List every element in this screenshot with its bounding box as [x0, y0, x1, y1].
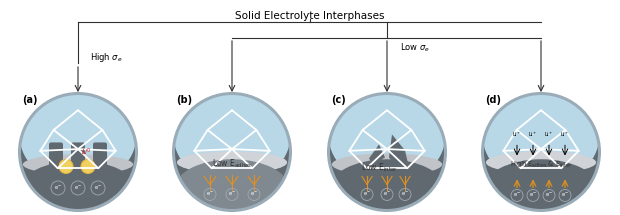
- Ellipse shape: [483, 159, 599, 215]
- Ellipse shape: [23, 154, 133, 175]
- Ellipse shape: [486, 151, 596, 174]
- Ellipse shape: [177, 151, 287, 174]
- Ellipse shape: [20, 161, 136, 215]
- Text: (d): (d): [485, 95, 501, 105]
- Text: Li$^{\mathrm{0}}$: Li$^{\mathrm{0}}$: [81, 147, 91, 158]
- Circle shape: [174, 94, 290, 210]
- Circle shape: [481, 92, 601, 212]
- Circle shape: [172, 92, 292, 212]
- Text: e$^{-}$: e$^{-}$: [363, 190, 371, 198]
- Text: e$^{-}$: e$^{-}$: [383, 190, 391, 198]
- Circle shape: [483, 94, 599, 210]
- Circle shape: [174, 94, 290, 210]
- Circle shape: [483, 94, 599, 210]
- Text: Low E$_{\mathrm{adhes}}$: Low E$_{\mathrm{adhes}}$: [212, 157, 252, 170]
- Text: Li$^{+}$: Li$^{+}$: [544, 131, 554, 140]
- Text: e$^{-}$: e$^{-}$: [228, 190, 236, 198]
- FancyBboxPatch shape: [71, 143, 85, 166]
- Text: Low $\sigma_{e}$: Low $\sigma_{e}$: [400, 42, 430, 54]
- Text: Li$^{+}$: Li$^{+}$: [512, 131, 521, 140]
- Circle shape: [59, 160, 73, 174]
- Text: (a): (a): [22, 95, 37, 105]
- Text: (b): (b): [176, 95, 192, 105]
- Text: e$^{-}$: e$^{-}$: [94, 184, 102, 192]
- Text: (c): (c): [331, 95, 346, 105]
- Circle shape: [327, 92, 447, 212]
- Circle shape: [20, 94, 136, 210]
- Text: e$^{-}$: e$^{-}$: [250, 190, 258, 198]
- Text: e$^{-}$: e$^{-}$: [206, 190, 214, 198]
- Polygon shape: [369, 144, 385, 164]
- Ellipse shape: [329, 91, 445, 184]
- Circle shape: [329, 94, 445, 210]
- Text: High E$_{\mathrm{adhes}}$ & E$_{\mathrm{inter}}$: High E$_{\mathrm{adhes}}$ & E$_{\mathrm{…: [510, 159, 572, 170]
- Ellipse shape: [20, 91, 136, 184]
- Circle shape: [18, 92, 138, 212]
- Text: Li$^{+}$: Li$^{+}$: [560, 131, 570, 140]
- Ellipse shape: [174, 91, 290, 184]
- Text: Low E$_{\mathrm{inter}}$: Low E$_{\mathrm{inter}}$: [360, 161, 397, 174]
- FancyBboxPatch shape: [93, 143, 107, 166]
- Text: Solid Electrolyte Interphases: Solid Electrolyte Interphases: [235, 11, 385, 21]
- Circle shape: [329, 94, 445, 210]
- Ellipse shape: [483, 91, 599, 184]
- Ellipse shape: [174, 159, 290, 215]
- Ellipse shape: [332, 154, 442, 175]
- Text: e$^{-}$: e$^{-}$: [529, 192, 537, 199]
- Text: e$^{-}$: e$^{-}$: [54, 184, 62, 192]
- Circle shape: [20, 94, 136, 210]
- Circle shape: [81, 160, 95, 174]
- Text: High $\sigma_{e}$: High $\sigma_{e}$: [90, 52, 123, 64]
- Text: e$^{-}$: e$^{-}$: [74, 184, 82, 192]
- Ellipse shape: [329, 159, 445, 215]
- FancyBboxPatch shape: [49, 143, 63, 166]
- Text: e$^{-}$: e$^{-}$: [561, 192, 569, 199]
- Text: e$^{-}$: e$^{-}$: [545, 192, 553, 199]
- Text: Li$^{+}$: Li$^{+}$: [528, 131, 538, 140]
- Polygon shape: [389, 134, 409, 170]
- Text: e$^{-}$: e$^{-}$: [401, 190, 409, 198]
- Text: e$^{-}$: e$^{-}$: [513, 192, 521, 199]
